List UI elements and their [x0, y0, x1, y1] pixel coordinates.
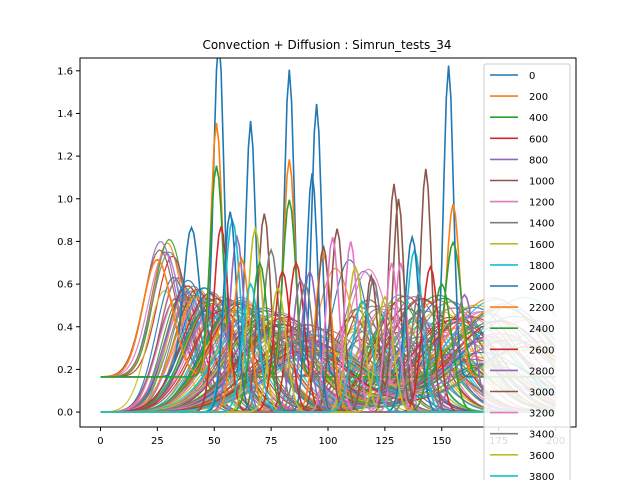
background-series-line [100, 308, 556, 413]
legend-label: 800 [529, 155, 548, 166]
y-tick-label: 1.4 [57, 109, 73, 120]
y-tick-label: 0.4 [57, 322, 73, 333]
x-tick-label: 75 [265, 436, 278, 447]
legend-label: 200 [529, 92, 548, 103]
background-series-line [100, 335, 556, 413]
x-tick-label: 100 [318, 436, 337, 447]
legend-label: 1200 [529, 198, 554, 209]
legend-label: 2000 [529, 282, 554, 293]
legend-label: 1600 [529, 240, 554, 251]
x-tick-label: 50 [208, 436, 221, 447]
series-line-3800 [100, 282, 556, 413]
legend-label: 3400 [529, 430, 554, 441]
y-tick-label: 1.6 [57, 66, 73, 77]
x-tick-label: 150 [432, 436, 451, 447]
legend-label: 3000 [529, 388, 554, 399]
legend-label: 1400 [529, 219, 554, 230]
legend-label: 3200 [529, 409, 554, 420]
y-tick-label: 1.0 [57, 194, 73, 205]
legend-label: 600 [529, 134, 548, 145]
plot-area [79, 57, 577, 428]
legend-label: 2800 [529, 366, 554, 377]
legend-label: 2600 [529, 345, 554, 356]
y-axis: 0.0 0.2 0.4 0.6 0.8 1.0 1.2 1.4 1.6 [57, 66, 80, 419]
legend-box [483, 63, 571, 480]
legend-label: 1000 [529, 177, 554, 188]
legend-label: 3600 [529, 451, 554, 462]
chart-title: Convection + Diffusion : Simrun_tests_34 [202, 38, 451, 52]
y-tick-label: 1.2 [57, 152, 73, 163]
legend-label: 2200 [529, 303, 554, 314]
legend-label: 2400 [529, 324, 554, 335]
legend-label: 3800 [529, 472, 554, 480]
y-tick-label: 0.0 [57, 408, 73, 419]
legend-label: 1800 [529, 261, 554, 272]
legend-label: 400 [529, 113, 548, 124]
x-tick-label: 0 [97, 436, 103, 447]
legend: 0 200 400 600 800 1000 1200 1400 1600 1800 2000 220… [483, 63, 571, 480]
series-lines [100, 58, 556, 413]
y-tick-label: 0.8 [57, 237, 73, 248]
y-tick-label: 0.2 [57, 365, 73, 376]
legend-label: 0 [529, 71, 535, 82]
x-tick-label: 25 [151, 436, 164, 447]
y-tick-label: 0.6 [57, 280, 73, 291]
x-tick-label: 125 [375, 436, 394, 447]
